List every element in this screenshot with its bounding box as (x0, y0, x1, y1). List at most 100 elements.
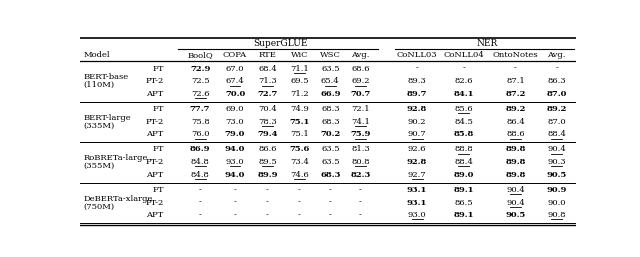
Text: -: - (514, 65, 517, 72)
Text: 71.3: 71.3 (258, 77, 277, 85)
Text: 89.1: 89.1 (453, 186, 474, 194)
Text: 93.0: 93.0 (408, 211, 426, 219)
Text: 88.4: 88.4 (547, 130, 566, 139)
Text: 73.4: 73.4 (290, 158, 308, 166)
Text: 69.0: 69.0 (226, 105, 244, 113)
Text: 89.8: 89.8 (506, 171, 526, 179)
Text: 70.7: 70.7 (350, 90, 371, 98)
Text: RoBRETa-large: RoBRETa-large (84, 154, 148, 162)
Text: RTE: RTE (259, 51, 276, 59)
Text: 73.0: 73.0 (226, 118, 244, 126)
Text: 72.1: 72.1 (351, 105, 370, 113)
Text: 68.3: 68.3 (321, 118, 340, 126)
Text: 82.6: 82.6 (454, 77, 473, 85)
Text: 90.8: 90.8 (547, 211, 566, 219)
Text: -: - (359, 186, 362, 194)
Text: 90.4: 90.4 (506, 186, 525, 194)
Text: 71.1: 71.1 (290, 65, 308, 72)
Text: 94.0: 94.0 (225, 171, 245, 179)
Text: 71.2: 71.2 (290, 90, 308, 98)
Text: 90.7: 90.7 (408, 130, 426, 139)
Text: 93.0: 93.0 (226, 158, 244, 166)
Text: -: - (298, 199, 301, 207)
Text: 90.0: 90.0 (547, 199, 566, 207)
Text: 89.5: 89.5 (258, 158, 277, 166)
Text: APT: APT (147, 211, 164, 219)
Text: 67.0: 67.0 (226, 65, 244, 72)
Text: 75.1: 75.1 (290, 130, 308, 139)
Text: 90.5: 90.5 (547, 171, 567, 179)
Text: PT-2: PT-2 (145, 158, 164, 166)
Text: 72.5: 72.5 (191, 77, 209, 85)
Text: 63.5: 63.5 (321, 65, 340, 72)
Text: 72.7: 72.7 (257, 90, 278, 98)
Text: -: - (329, 199, 332, 207)
Text: 89.7: 89.7 (407, 90, 428, 98)
Text: 89.8: 89.8 (506, 158, 526, 166)
Text: 81.3: 81.3 (351, 145, 370, 153)
Text: -: - (329, 211, 332, 219)
Text: 63.5: 63.5 (321, 145, 340, 153)
Text: 85.6: 85.6 (454, 105, 473, 113)
Text: 86.6: 86.6 (259, 145, 277, 153)
Text: 92.7: 92.7 (408, 171, 426, 179)
Text: 84.1: 84.1 (453, 90, 474, 98)
Text: SuperGLUE: SuperGLUE (253, 39, 308, 48)
Text: 86.4: 86.4 (506, 118, 525, 126)
Text: PT-2: PT-2 (145, 77, 164, 85)
Text: NER: NER (476, 39, 497, 48)
Text: 92.8: 92.8 (407, 105, 428, 113)
Text: 93.1: 93.1 (407, 186, 428, 194)
Text: 75.1: 75.1 (289, 118, 310, 126)
Text: 86.9: 86.9 (190, 145, 211, 153)
Text: 74.9: 74.9 (290, 105, 308, 113)
Text: -: - (198, 211, 202, 219)
Text: APT: APT (147, 130, 164, 139)
Text: BERT-large: BERT-large (84, 114, 131, 122)
Text: -: - (266, 211, 269, 219)
Text: 78.3: 78.3 (258, 118, 277, 126)
Text: 94.0: 94.0 (225, 145, 245, 153)
Text: 86.5: 86.5 (454, 199, 473, 207)
Text: WSC: WSC (320, 51, 340, 59)
Text: 87.2: 87.2 (506, 90, 525, 98)
Text: 90.2: 90.2 (408, 118, 426, 126)
Text: -: - (266, 199, 269, 207)
Text: 65.4: 65.4 (321, 77, 340, 85)
Text: 70.4: 70.4 (258, 105, 277, 113)
Text: 90.9: 90.9 (547, 186, 567, 194)
Text: 84.8: 84.8 (191, 171, 209, 179)
Text: 88.4: 88.4 (454, 158, 473, 166)
Text: 87.0: 87.0 (547, 90, 567, 98)
Text: -: - (198, 186, 202, 194)
Text: 74.1: 74.1 (351, 118, 370, 126)
Text: -: - (298, 186, 301, 194)
Text: PT-2: PT-2 (145, 199, 164, 207)
Text: FT: FT (152, 105, 164, 113)
Text: FT: FT (152, 145, 164, 153)
Text: -: - (198, 199, 202, 207)
Text: 70.0: 70.0 (225, 90, 245, 98)
Text: 88.8: 88.8 (454, 145, 473, 153)
Text: APT: APT (147, 90, 164, 98)
Text: 75.6: 75.6 (289, 145, 310, 153)
Text: 88.6: 88.6 (506, 130, 525, 139)
Text: APT: APT (147, 171, 164, 179)
Text: (335M): (335M) (84, 122, 115, 130)
Text: Model: Model (84, 51, 111, 59)
Text: 68.6: 68.6 (351, 65, 370, 72)
Text: 89.2: 89.2 (547, 105, 567, 113)
Text: 79.4: 79.4 (257, 130, 278, 139)
Text: 92.6: 92.6 (408, 145, 426, 153)
Text: 82.3: 82.3 (351, 171, 371, 179)
Text: 89.8: 89.8 (506, 145, 526, 153)
Text: 89.2: 89.2 (506, 105, 525, 113)
Text: 90.4: 90.4 (547, 145, 566, 153)
Text: (355M): (355M) (84, 162, 115, 170)
Text: 66.9: 66.9 (320, 90, 340, 98)
Text: CoNLL03: CoNLL03 (397, 51, 437, 59)
Text: BERT-base: BERT-base (84, 74, 129, 81)
Text: -: - (416, 65, 419, 72)
Text: (750M): (750M) (84, 203, 115, 210)
Text: 76.0: 76.0 (191, 130, 209, 139)
